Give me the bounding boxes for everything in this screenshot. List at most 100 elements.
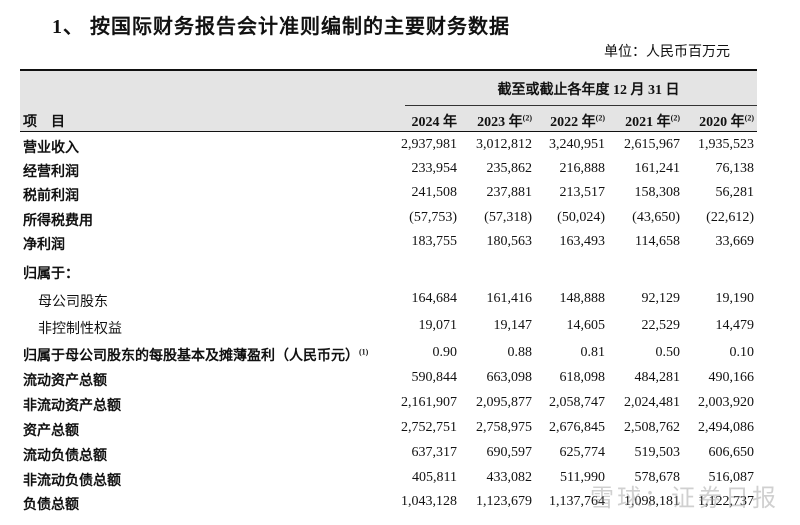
year-label: 2023 年 bbox=[477, 115, 523, 130]
row-label-text: 所得税费用 bbox=[23, 214, 93, 229]
cell-value: 183,755 bbox=[411, 234, 458, 249]
cell-value: (57,753) bbox=[409, 210, 457, 225]
cell-value: 14,479 bbox=[715, 318, 755, 333]
unit-label: 单位：人民币百万元 bbox=[604, 45, 730, 60]
cell-value: 2,615,967 bbox=[624, 137, 680, 152]
cell-value: 19,071 bbox=[418, 318, 458, 333]
cell-value: 690,597 bbox=[486, 445, 533, 460]
year-header: 2020 年(2) bbox=[674, 111, 754, 131]
cell-value: 405,811 bbox=[412, 470, 457, 485]
year-header: 2024 年 bbox=[377, 111, 458, 131]
cell-value: (22,612) bbox=[706, 210, 754, 225]
cell-value: 56,281 bbox=[715, 185, 755, 200]
table-row: 经营利润 233,954 235,862 216,888 161,241 76,138 bbox=[20, 159, 757, 181]
cell-value: 1,043,128 bbox=[401, 494, 457, 509]
cell-value: (50,024) bbox=[557, 210, 605, 225]
cell-value: 2,508,762 bbox=[624, 420, 680, 435]
cell-value: 2,003,920 bbox=[698, 395, 754, 410]
period-header: 截至或截止各年度 12 月 31 日 bbox=[497, 83, 680, 98]
cell-value: 578,678 bbox=[634, 470, 681, 485]
year-label: 2020 年 bbox=[699, 115, 745, 130]
cell-value: 590,844 bbox=[411, 370, 458, 385]
cell-value: 511,990 bbox=[560, 470, 605, 485]
cell-value: 2,095,877 bbox=[476, 395, 532, 410]
cell-value: 663,098 bbox=[486, 370, 533, 385]
year-label: 2024 年 bbox=[411, 115, 458, 130]
cell-value: 2,752,751 bbox=[401, 420, 457, 435]
year-note: (2) bbox=[522, 113, 532, 123]
year-header: 2023 年(2) bbox=[452, 111, 532, 131]
row-label-text: 归属于母公司股东的每股基本及摊薄盈利（人民币元） bbox=[23, 349, 359, 364]
cell-value: 237,881 bbox=[486, 185, 533, 200]
table-row: 归属于： bbox=[20, 261, 757, 283]
watermark: 雪球：证券日报 bbox=[590, 484, 779, 512]
row-label-text: 非控制性权益 bbox=[38, 322, 122, 337]
cell-value: 516,087 bbox=[708, 470, 755, 485]
row-label-text: 税前利润 bbox=[23, 189, 79, 204]
header-divider bbox=[405, 105, 757, 106]
year-note: (2) bbox=[744, 113, 754, 123]
row-label: 经营利润 bbox=[23, 161, 79, 181]
cell-value: 0.81 bbox=[580, 345, 606, 360]
row-label-text: 资产总额 bbox=[23, 424, 79, 439]
table-row: 税前利润 241,508 237,881 213,517 158,308 56,281 bbox=[20, 183, 757, 205]
row-label-text: 流动负债总额 bbox=[23, 449, 107, 464]
year-header: 2022 年(2) bbox=[525, 111, 605, 131]
row-label: 母公司股东 bbox=[38, 291, 108, 311]
cell-value: 1,122,737 bbox=[698, 494, 754, 509]
table-header: 截至或截止各年度 12 月 31 日 项目 2024 年 2023 年(2) 202… bbox=[20, 69, 757, 132]
cell-value: 2,161,907 bbox=[401, 395, 457, 410]
item-column-header: 项目 bbox=[23, 115, 79, 130]
cell-value: 0.10 bbox=[729, 345, 755, 360]
table-row: 流动负债总额 637,317 690,597 625,774 519,503 606,65… bbox=[20, 443, 757, 465]
row-label-text: 非流动负债总额 bbox=[23, 474, 121, 489]
cell-value: 92,129 bbox=[641, 291, 681, 306]
cell-value: 484,281 bbox=[634, 370, 681, 385]
cell-value: 22,529 bbox=[641, 318, 681, 333]
row-label: 资产总额 bbox=[23, 420, 79, 440]
cell-value: 0.90 bbox=[432, 345, 458, 360]
row-label-text: 非流动资产总额 bbox=[23, 399, 121, 414]
row-label: 归属于母公司股东的每股基本及摊薄盈利（人民币元）(1) bbox=[23, 345, 368, 365]
section-title: 1、 按国际财务报告会计准则编制的主要财务数据 bbox=[52, 16, 510, 38]
cell-value: 519,503 bbox=[634, 445, 681, 460]
cell-value: 0.88 bbox=[507, 345, 533, 360]
cell-value: 158,308 bbox=[634, 185, 681, 200]
cell-value: 3,240,951 bbox=[549, 137, 605, 152]
cell-value: 114,658 bbox=[635, 234, 680, 249]
row-label-text: 营业收入 bbox=[23, 141, 79, 156]
table-row: 归属于母公司股东的每股基本及摊薄盈利（人民币元）(1) 0.90 0.88 0.81 0… bbox=[20, 343, 757, 365]
cell-value: 2,937,981 bbox=[401, 137, 457, 152]
table-row: 非流动负债总额 405,811 433,082 511,990 578,678 516,0… bbox=[20, 468, 757, 490]
cell-value: 213,517 bbox=[559, 185, 606, 200]
cell-value: 1,123,679 bbox=[476, 494, 532, 509]
cell-value: 164,684 bbox=[411, 291, 458, 306]
row-label: 所得税费用 bbox=[23, 210, 93, 230]
row-label: 非流动负债总额 bbox=[23, 470, 121, 490]
cell-value: 1,137,764 bbox=[549, 494, 605, 509]
cell-value: 618,098 bbox=[559, 370, 606, 385]
cell-value: 163,493 bbox=[559, 234, 606, 249]
cell-value: 1,098,181 bbox=[624, 494, 680, 509]
row-label: 负债总额 bbox=[23, 494, 79, 514]
table-row: 非流动资产总额 2,161,907 2,095,877 2,058,747 2,024,… bbox=[20, 393, 757, 415]
cell-value: 625,774 bbox=[559, 445, 606, 460]
row-label: 非控制性权益 bbox=[38, 318, 122, 338]
row-note: (1) bbox=[359, 347, 369, 357]
row-label: 营业收入 bbox=[23, 137, 79, 157]
cell-value: 216,888 bbox=[559, 161, 606, 176]
row-label: 流动负债总额 bbox=[23, 445, 107, 465]
table-row: 所得税费用 (57,753) (57,318) (50,024) (43,650) (22… bbox=[20, 208, 757, 230]
cell-value: 161,241 bbox=[634, 161, 681, 176]
year-note: (2) bbox=[670, 113, 680, 123]
cell-value: 2,024,481 bbox=[624, 395, 680, 410]
cell-value: 14,605 bbox=[566, 318, 606, 333]
cell-value: 161,416 bbox=[486, 291, 533, 306]
cell-value: 76,138 bbox=[715, 161, 755, 176]
cell-value: 2,676,845 bbox=[549, 420, 605, 435]
cell-value: (43,650) bbox=[632, 210, 680, 225]
cell-value: 0.50 bbox=[655, 345, 681, 360]
cell-value: 235,862 bbox=[486, 161, 533, 176]
row-label: 归属于： bbox=[23, 263, 79, 283]
row-label-text: 经营利润 bbox=[23, 165, 79, 180]
